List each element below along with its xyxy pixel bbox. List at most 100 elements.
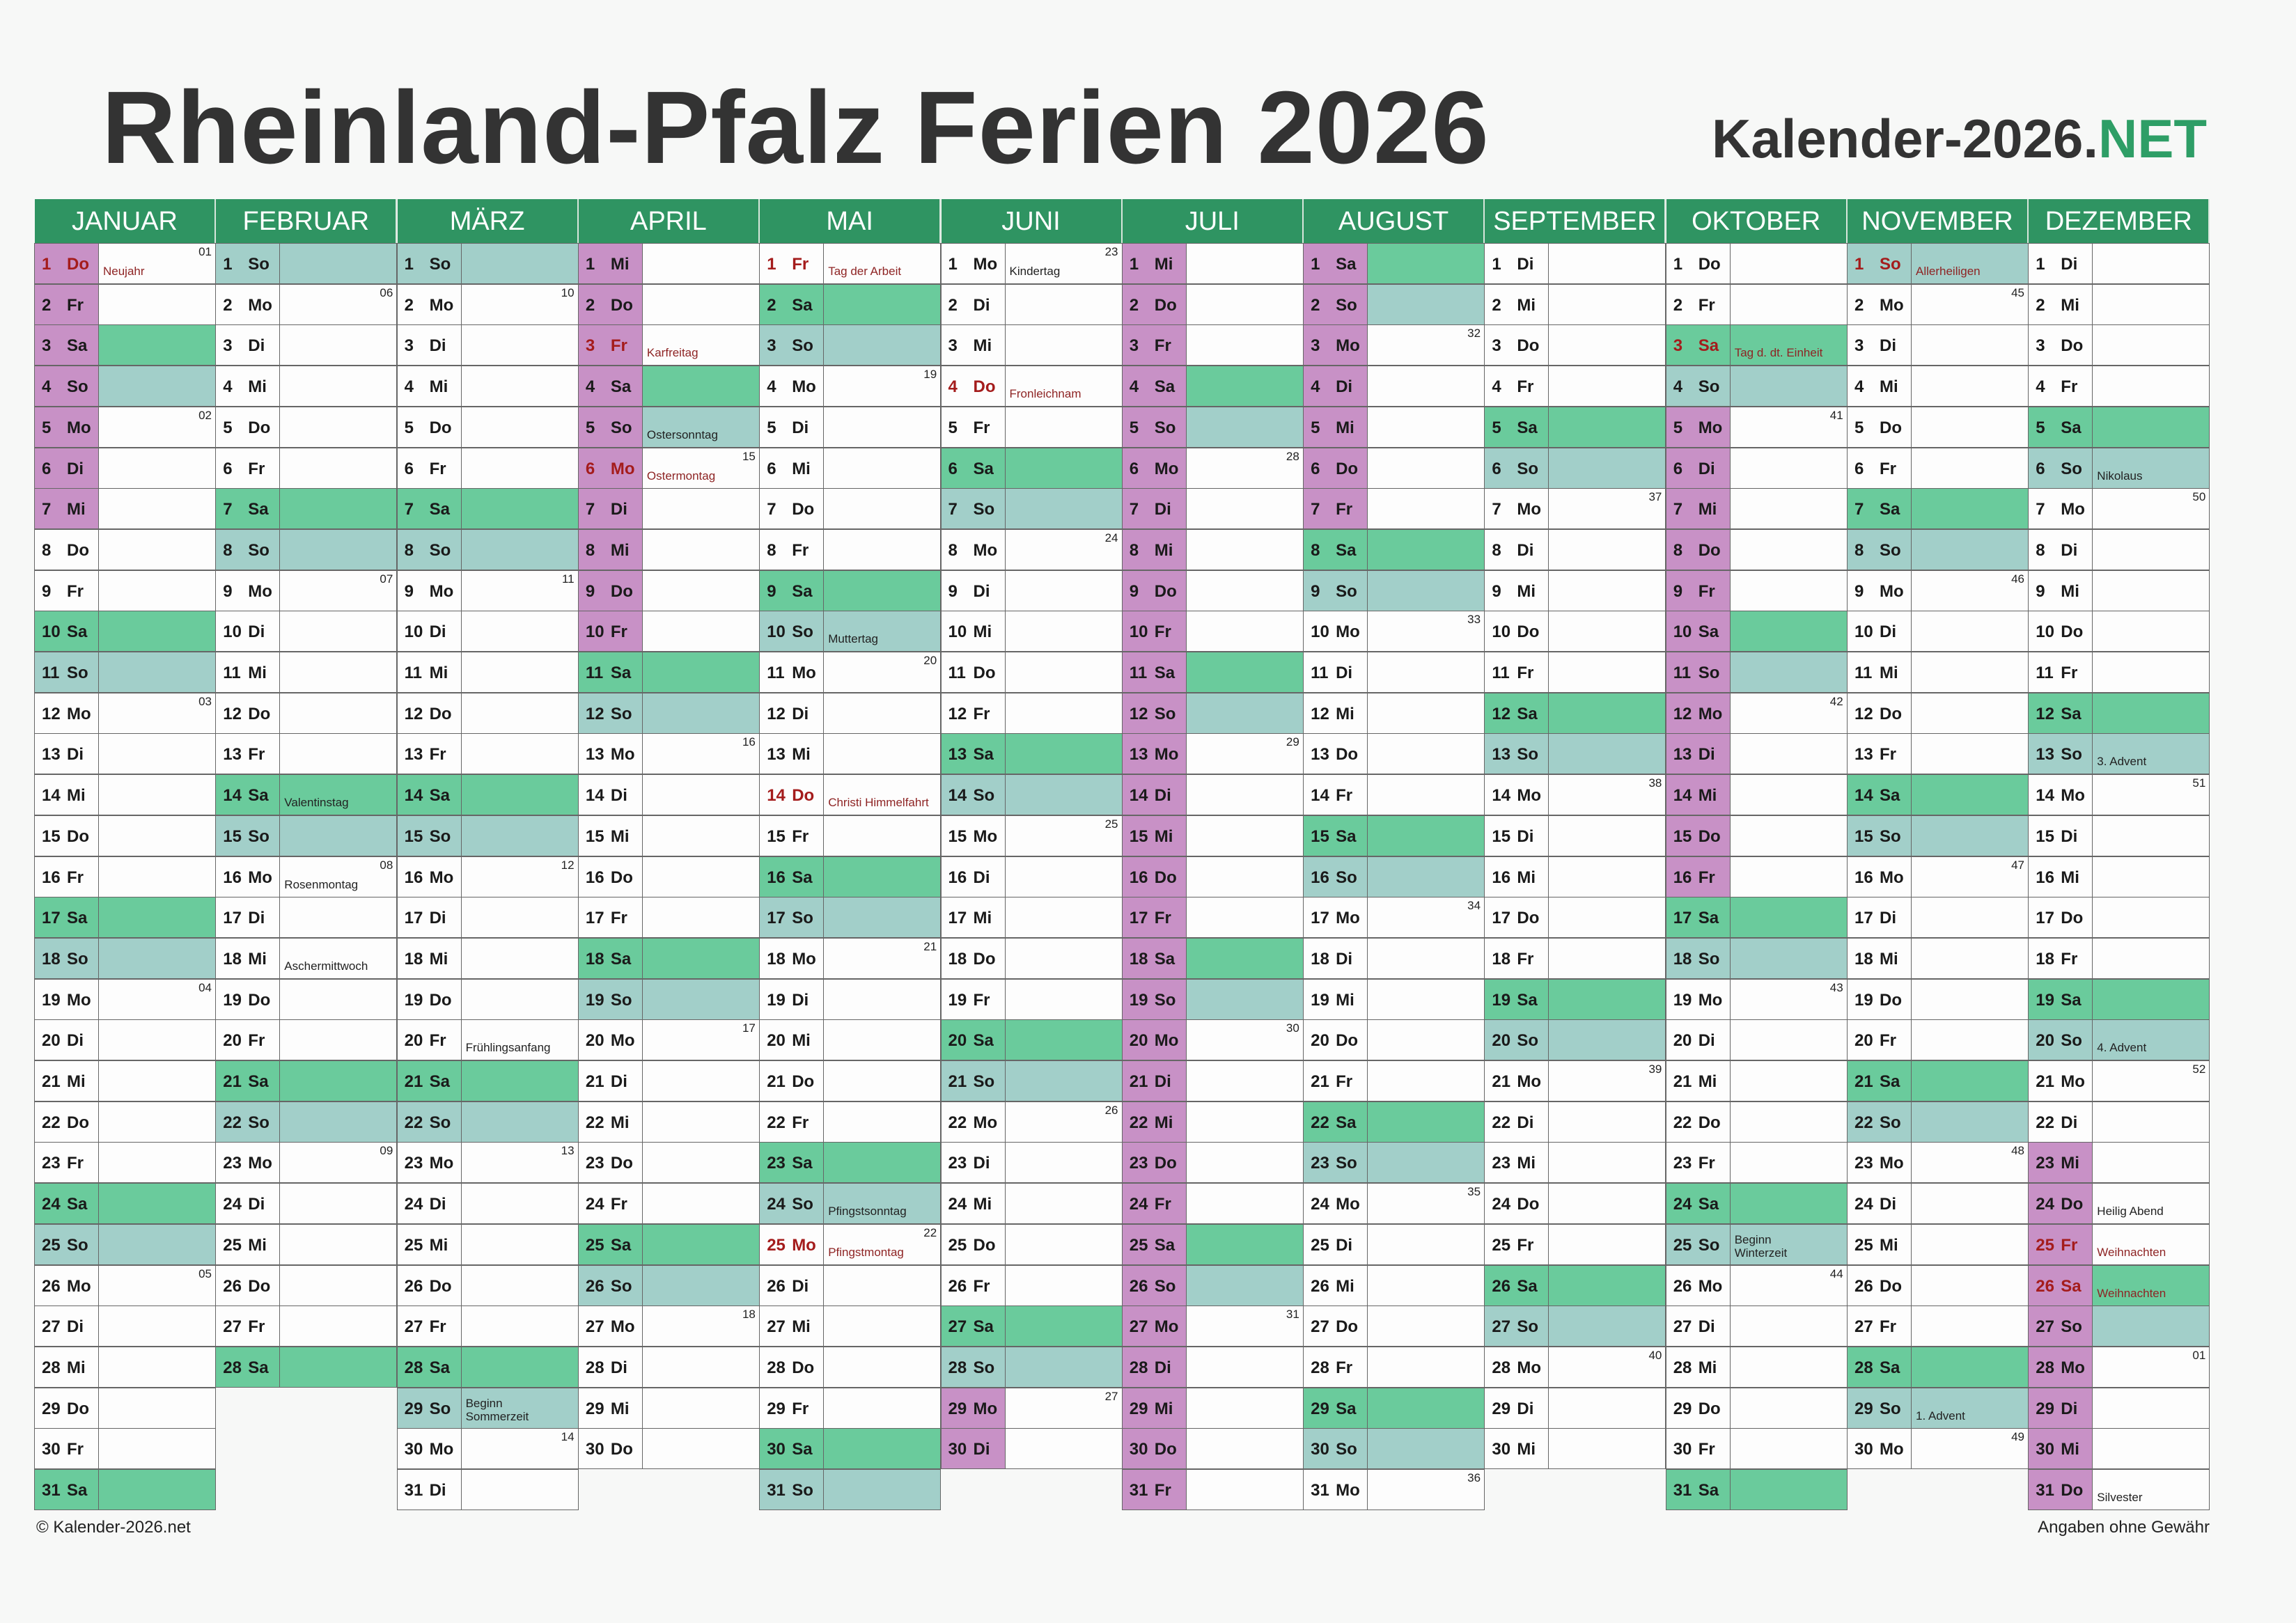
week-number: 04 bbox=[198, 980, 212, 994]
week-number: 12 bbox=[561, 858, 575, 872]
day-number: 27 bbox=[767, 1317, 786, 1337]
day-number: 25 bbox=[1311, 1235, 1329, 1255]
day-cell: 5 Mi bbox=[1304, 407, 1368, 447]
day-number: 1 bbox=[2036, 255, 2045, 274]
day-cell: 9 Fr bbox=[1666, 570, 1731, 611]
day-cell: 19 Sa bbox=[2029, 979, 2093, 1019]
day-number: 25 bbox=[585, 1235, 604, 1255]
weekday: Mo bbox=[1154, 459, 1179, 478]
day-note: Tag d. dt. Einheit bbox=[1734, 346, 1823, 360]
day-number: 22 bbox=[1129, 1113, 1148, 1132]
month-header: FEBRUAR bbox=[216, 199, 398, 244]
day-cell: 20 Mi bbox=[760, 1020, 825, 1060]
week-number: 05 bbox=[198, 1267, 212, 1280]
day-row: 17 Mo 34 bbox=[1303, 897, 1485, 939]
day-number: 30 bbox=[404, 1440, 423, 1459]
day-row: 7 Sa bbox=[1847, 488, 2029, 530]
day-cell: 24 Di bbox=[1848, 1184, 1912, 1224]
day-cell: 16 Do bbox=[1122, 856, 1187, 897]
week-number: 41 bbox=[1829, 408, 1843, 422]
day-number: 19 bbox=[767, 990, 786, 1010]
day-cell: 5 Sa bbox=[1485, 407, 1549, 447]
day-number: 26 bbox=[404, 1276, 423, 1296]
day-row: 9 Sa bbox=[759, 570, 942, 611]
day-cell: 28 Mi bbox=[35, 1347, 99, 1387]
day-number: 6 bbox=[1673, 459, 1683, 478]
day-row: 19 Sa bbox=[2028, 978, 2210, 1020]
day-cell: 22 So bbox=[397, 1101, 462, 1142]
day-number: 7 bbox=[42, 500, 52, 519]
day-row: 30 Mo 49 bbox=[1847, 1428, 2029, 1470]
day-number: 6 bbox=[948, 459, 958, 478]
weekday: Fr bbox=[610, 909, 627, 928]
day-number: 14 bbox=[404, 786, 423, 806]
day-cell: 24 Do bbox=[2029, 1184, 2093, 1224]
day-cell: 31 Do bbox=[2029, 1470, 2093, 1510]
weekday: Fr bbox=[67, 868, 84, 887]
day-number: 22 bbox=[223, 1113, 242, 1132]
day-number: 14 bbox=[1311, 786, 1329, 806]
day-row: 23 Di bbox=[940, 1142, 1123, 1184]
day-row: 22 Mi bbox=[1121, 1101, 1304, 1143]
day-number: 12 bbox=[1311, 704, 1329, 723]
weekday: So bbox=[1698, 949, 1720, 969]
day-cell: 6 Fr bbox=[216, 448, 281, 488]
day-cell: 21 Mo bbox=[2029, 1061, 2093, 1101]
day-number: 16 bbox=[1311, 868, 1329, 887]
day-row: 18 So bbox=[34, 937, 216, 979]
day-cell: 15 So bbox=[1848, 815, 1912, 856]
day-row: 28 Mo 01 bbox=[2028, 1346, 2210, 1388]
weekday: Do bbox=[1880, 1276, 1902, 1296]
weekday: So bbox=[2061, 1317, 2082, 1337]
weekday: Fr bbox=[1698, 581, 1715, 601]
day-cell: 22 Fr bbox=[760, 1101, 825, 1142]
weekday: Mo bbox=[792, 664, 816, 682]
day-row: 1 Sa bbox=[1303, 243, 1485, 284]
day-number: 27 bbox=[42, 1317, 61, 1337]
day-row: 18 Fr bbox=[2028, 937, 2210, 979]
day-cell: 17 Di bbox=[1848, 897, 1912, 938]
day-row: 2 So bbox=[1303, 283, 1485, 325]
week-number: 30 bbox=[1286, 1021, 1299, 1035]
day-row: 6 Sa bbox=[940, 447, 1123, 489]
weekday: Sa bbox=[1154, 1235, 1176, 1255]
month-header: JULI bbox=[1122, 199, 1304, 244]
day-number: 30 bbox=[1854, 1440, 1873, 1459]
day-row: 10 Fr bbox=[577, 611, 760, 652]
weekday: Do bbox=[1698, 826, 1721, 846]
day-number: 23 bbox=[585, 1154, 604, 1173]
day-number: 20 bbox=[223, 1031, 242, 1051]
day-cell: 25 Mi bbox=[1848, 1224, 1912, 1264]
day-number: 8 bbox=[404, 540, 414, 560]
weekday: Mi bbox=[1517, 1440, 1536, 1459]
day-cell: 15 Mo bbox=[942, 815, 1006, 856]
day-row: 12 Mi bbox=[1303, 692, 1485, 734]
day-row: 13 Mo 16 bbox=[577, 733, 760, 775]
day-cell: 2 Mo bbox=[216, 284, 281, 324]
weekday: Mo bbox=[1880, 1154, 1904, 1173]
day-row: 18 Mi bbox=[1847, 937, 2029, 979]
day-number: 11 bbox=[948, 664, 966, 682]
day-row: 16 Mi bbox=[2028, 856, 2210, 897]
day-cell: 13 Fr bbox=[398, 734, 462, 774]
day-cell: 13 So bbox=[2029, 734, 2093, 774]
day-row: 27 Mo 18 bbox=[577, 1306, 760, 1347]
day-cell: 29 Do bbox=[1666, 1388, 1731, 1428]
day-number: 19 bbox=[42, 990, 61, 1010]
day-row: 4 Mi bbox=[396, 366, 579, 407]
weekday: Mo bbox=[67, 990, 91, 1010]
day-note: Frühlingsanfang bbox=[465, 1041, 551, 1055]
day-row: 10 Sa bbox=[34, 611, 216, 652]
day-cell: 26 So bbox=[1122, 1265, 1187, 1306]
weekday: So bbox=[1517, 459, 1539, 478]
day-cell: 9 Sa bbox=[760, 570, 825, 611]
day-number: 26 bbox=[42, 1276, 61, 1296]
day-row: 27 Sa bbox=[940, 1306, 1123, 1347]
day-number: 3 bbox=[42, 336, 52, 356]
day-row: 25 Mi bbox=[215, 1223, 398, 1265]
day-number: 1 bbox=[948, 255, 958, 274]
week-number: 40 bbox=[1648, 1348, 1662, 1362]
day-row: 4 Fr bbox=[1484, 366, 1666, 407]
day-cell: 24 Fr bbox=[579, 1184, 643, 1224]
day-cell: 12 Do bbox=[1848, 693, 1912, 733]
